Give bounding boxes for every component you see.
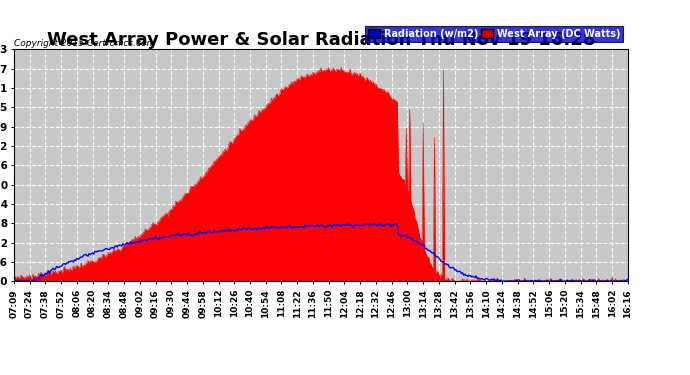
Title: West Array Power & Solar Radiation Thu Nov 19 16:28: West Array Power & Solar Radiation Thu N… <box>47 31 595 49</box>
Text: Copyright 2015 Certronics.com: Copyright 2015 Certronics.com <box>14 39 155 48</box>
Legend: Radiation (w/m2), West Array (DC Watts): Radiation (w/m2), West Array (DC Watts) <box>365 26 623 42</box>
